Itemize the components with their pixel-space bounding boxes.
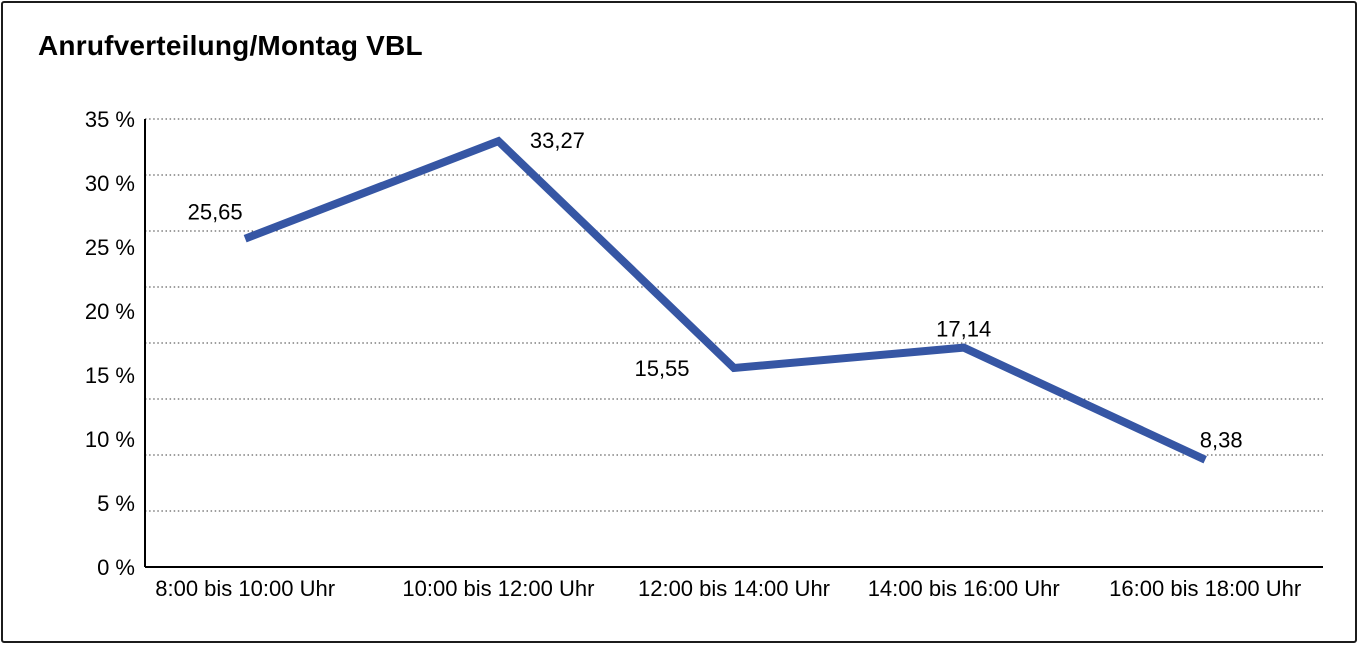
y-tick-label: 5 % (97, 491, 135, 516)
x-tick-label: 10:00 bis 12:00 Uhr (402, 576, 594, 601)
chart-title: Anrufverteilung/Montag VBL (38, 30, 423, 61)
data-point-label: 33,27 (530, 128, 585, 153)
series-line (243, 136, 1207, 464)
y-tick-label: 35 % (85, 107, 135, 132)
y-tick-label: 10 % (85, 427, 135, 452)
x-tick-label: 12:00 bis 14:00 Uhr (638, 576, 830, 601)
data-point-label: 8,38 (1200, 428, 1243, 453)
y-tick-label: 30 % (85, 171, 135, 196)
data-point-label: 15,55 (634, 356, 689, 381)
x-tick-label: 16:00 bis 18:00 Uhr (1109, 576, 1301, 601)
x-tick-label: 14:00 bis 16:00 Uhr (868, 576, 1060, 601)
x-tick-label: 8:00 bis 10:00 Uhr (155, 576, 335, 601)
data-point-label: 17,14 (936, 317, 991, 342)
y-tick-label: 15 % (85, 363, 135, 388)
data-point-label: 25,65 (188, 200, 243, 225)
y-tick-label: 25 % (85, 235, 135, 260)
y-tick-label: 0 % (97, 555, 135, 580)
y-tick-label: 20 % (85, 299, 135, 324)
